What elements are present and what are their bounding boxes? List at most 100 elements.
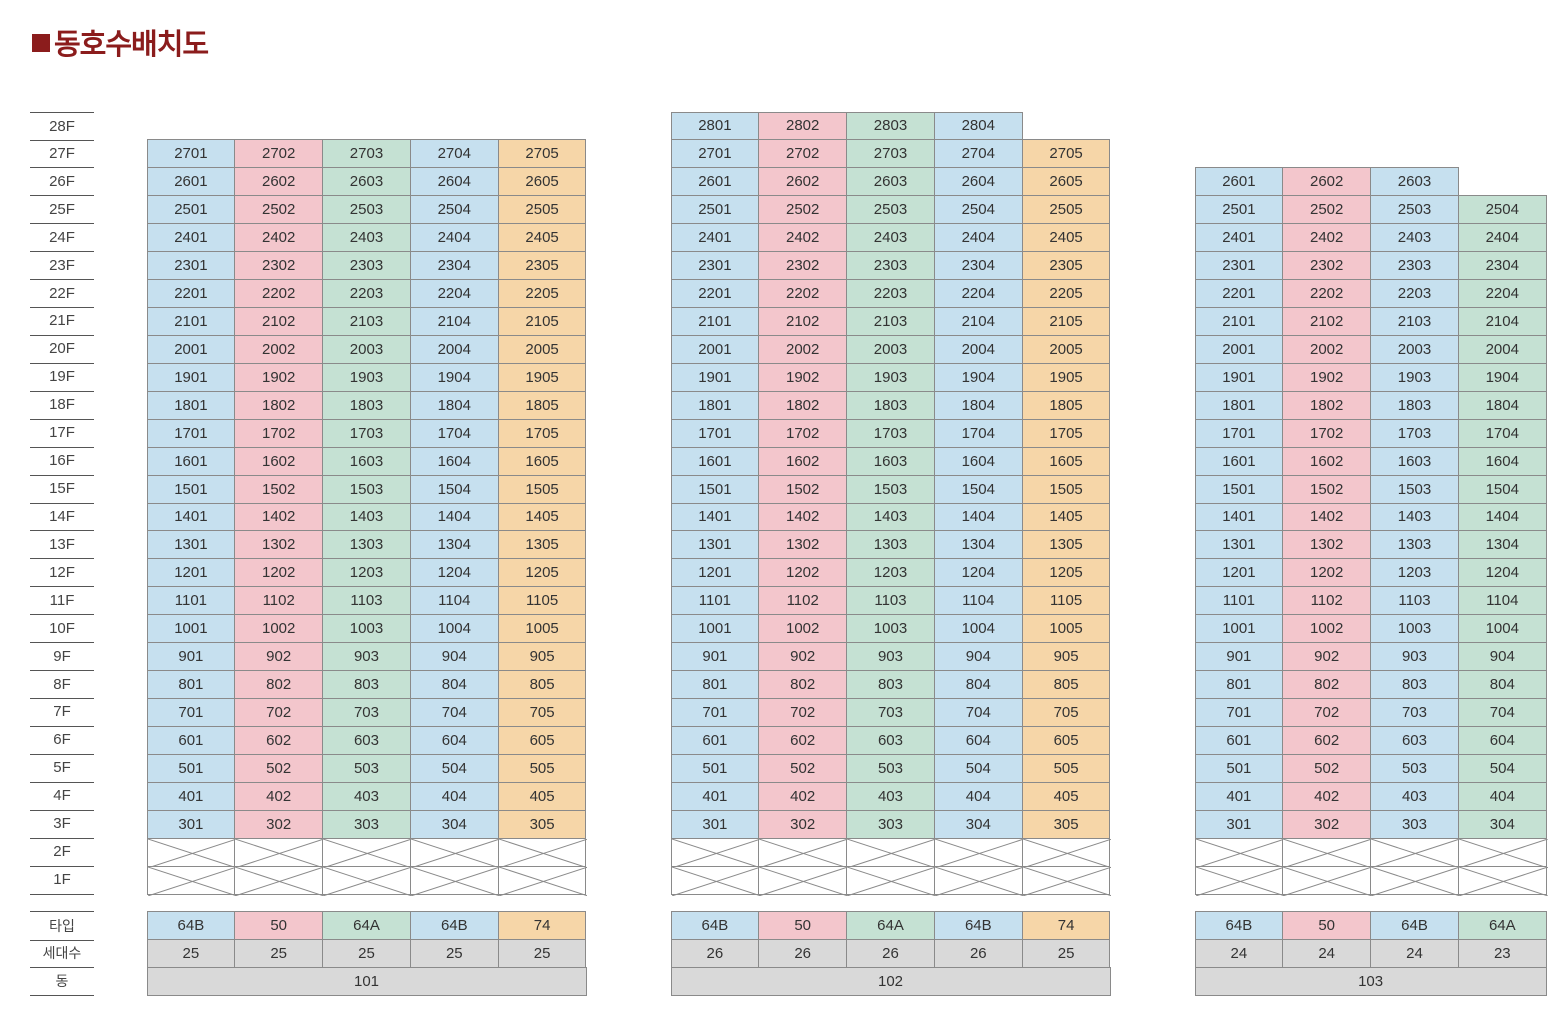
unit-cell: 2001 (146, 334, 236, 364)
floor-label: 21F (30, 307, 94, 336)
unit-cell: 302 (234, 809, 324, 839)
cross-mark-icon (759, 866, 849, 896)
unit-cell: 1405 (1021, 502, 1111, 532)
unit-cell: 2004 (409, 334, 499, 364)
pilotis-cell (846, 837, 936, 868)
cross-mark-icon (671, 866, 761, 896)
household-count-cell: 24 (1370, 939, 1459, 968)
unit-cell: 1102 (234, 586, 324, 616)
unit-cell: 2203 (322, 279, 411, 308)
type-cell: 50 (758, 911, 848, 940)
unit-cell: 1101 (1194, 586, 1284, 616)
unit-cell: 1901 (1194, 362, 1284, 392)
unit-cell: 2605 (497, 167, 587, 197)
pilotis-cell (1457, 865, 1548, 896)
unit-cell: 1103 (846, 586, 935, 616)
household-count-cell: 26 (846, 939, 935, 968)
unit-cell: 404 (933, 781, 1023, 811)
unit-cell: 605 (1021, 725, 1111, 755)
unit-cell: 805 (497, 670, 587, 700)
unit-cell: 1304 (933, 530, 1023, 560)
unit-cell: 1102 (758, 586, 848, 616)
unit-cell: 2503 (322, 195, 411, 225)
unit-cell: 2201 (670, 279, 760, 308)
unit-cell: 1904 (409, 362, 499, 392)
unit-cell: 1504 (933, 474, 1023, 504)
unit-cell: 505 (497, 753, 587, 783)
unit-cell: 602 (234, 725, 324, 755)
unit-cell: 1602 (758, 446, 848, 476)
floor-label: 15F (30, 475, 94, 504)
unit-cell: 301 (670, 809, 760, 839)
pilotis-cell (1457, 837, 1548, 868)
unit-cell: 2704 (933, 139, 1023, 169)
unit-cell: 2503 (846, 195, 935, 225)
unit-cell: 1902 (758, 362, 848, 392)
unit-cell: 2701 (146, 139, 236, 169)
unit-cell: 1601 (146, 446, 236, 476)
unit-cell: 2703 (322, 139, 411, 169)
unit-cell: 704 (409, 698, 499, 727)
unit-cell: 1304 (409, 530, 499, 560)
unit-cell: 2302 (234, 251, 324, 281)
unit-cell: 302 (1282, 809, 1372, 839)
unit-cell: 1402 (758, 502, 848, 532)
floor-label: 26F (30, 167, 94, 197)
unit-cell: 2402 (758, 223, 848, 253)
unit-cell: 2705 (497, 139, 587, 169)
unit-cell: 1203 (1370, 558, 1459, 588)
pilotis-cell (1021, 865, 1112, 896)
cross-mark-icon (1283, 866, 1373, 896)
unit-cell: 905 (497, 642, 587, 672)
unit-cell: 2201 (146, 279, 236, 308)
unit-cell: 1201 (1194, 558, 1284, 588)
unit-cell: 2801 (670, 111, 760, 141)
unit-cell: 1902 (1282, 362, 1372, 392)
unit-cell: 2502 (1282, 195, 1372, 225)
unit-cell: 2203 (1370, 279, 1459, 308)
floor-label: 6F (30, 726, 94, 755)
unit-cell: 304 (409, 809, 499, 839)
pilotis-cell (146, 865, 237, 896)
unit-cell: 2302 (1282, 251, 1372, 281)
unit-cell: 1702 (1282, 418, 1372, 448)
type-cell: 50 (1282, 911, 1372, 940)
floor-label: 3F (30, 810, 94, 839)
pilotis-cell (497, 837, 588, 868)
pilotis-cell (933, 865, 1024, 896)
unit-cell: 1705 (1021, 418, 1111, 448)
household-count-cell: 24 (1194, 939, 1284, 968)
cross-mark-icon (1022, 866, 1112, 896)
unit-cell: 804 (1457, 670, 1547, 700)
floor-label: 22F (30, 279, 94, 308)
unit-cell: 2001 (670, 334, 760, 364)
unit-cell: 1102 (1282, 586, 1372, 616)
unit-cell: 2202 (758, 279, 848, 308)
pilotis-cell (670, 865, 761, 896)
floor-label: 27F (30, 139, 94, 169)
unit-cell: 403 (1370, 781, 1459, 811)
unit-cell: 1402 (1282, 502, 1372, 532)
unit-cell: 2502 (234, 195, 324, 225)
floor-label: 28F (30, 111, 94, 142)
unit-cell: 803 (846, 670, 935, 700)
unit-cell: 1903 (1370, 362, 1459, 392)
unit-cell: 2602 (758, 167, 848, 197)
unit-cell: 2403 (1370, 223, 1459, 253)
unit-cell: 1104 (409, 586, 499, 616)
unit-cell: 405 (1021, 781, 1111, 811)
unit-cell: 404 (1457, 781, 1547, 811)
type-cell: 64A (322, 911, 411, 940)
unit-cell: 2404 (409, 223, 499, 253)
unit-cell: 402 (1282, 781, 1372, 811)
unit-cell: 1403 (1370, 502, 1459, 532)
unit-cell: 902 (1282, 642, 1372, 672)
unit-cell: 601 (146, 725, 236, 755)
unit-cell: 1802 (758, 390, 848, 420)
unit-cell: 1302 (234, 530, 324, 560)
unit-cell: 2201 (1194, 279, 1284, 308)
unit-cell: 503 (846, 753, 935, 783)
unit-cell: 2004 (1457, 334, 1547, 364)
pilotis-cell (1282, 865, 1373, 896)
unit-cell: 1005 (1021, 614, 1111, 644)
